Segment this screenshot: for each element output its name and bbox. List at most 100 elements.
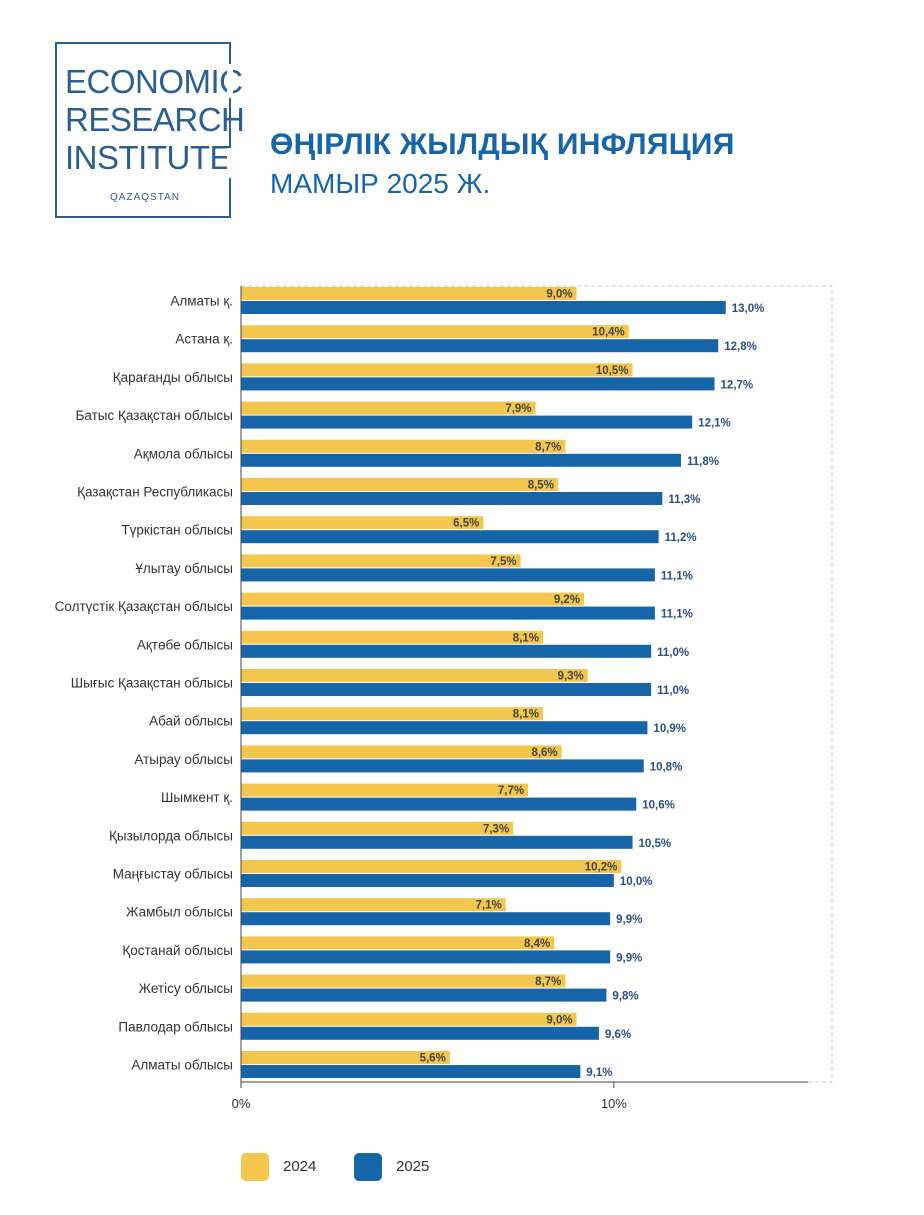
value-labels-group: 9,0% 13,0% 10,4% 12,8% 10,5% 12,7% 7,9% 12,1% 8,…	[420, 289, 765, 1080]
value-label-2024: 8,5%	[528, 480, 554, 492]
page-subtitle: МАМЫР 2025 Ж.	[270, 168, 491, 199]
bar-2025	[241, 988, 607, 1002]
category-label: Шығыс Қазақстан облысы	[71, 676, 233, 691]
category-label: Батыс Қазақстан облысы	[76, 408, 233, 423]
category-label: Жетісу облысы	[139, 981, 233, 996]
value-label-2025: 11,1%	[661, 609, 693, 621]
bar-2025	[241, 759, 644, 773]
category-label: Қарағанды облысы	[113, 370, 233, 385]
value-label-2025: 12,8%	[724, 341, 757, 353]
logo-subtitle: QAZAQSTAN	[110, 192, 180, 203]
bar-2024	[241, 363, 633, 377]
logo-frame-gap-bottom	[227, 148, 233, 178]
value-label-2025: 11,0%	[657, 685, 689, 697]
bars-group	[241, 287, 726, 1078]
bar-2024	[241, 936, 555, 950]
category-label: Атырау облысы	[134, 752, 233, 767]
value-label-2025: 9,8%	[612, 991, 638, 1003]
category-label: Ақтөбе облысы	[137, 637, 233, 652]
category-label: Түркістан облысы	[121, 523, 233, 538]
bar-2025	[241, 453, 681, 467]
value-label-2024: 8,7%	[535, 976, 561, 988]
category-label: Абай облысы	[149, 714, 233, 729]
bar-2024	[241, 821, 514, 835]
value-label-2024: 8,1%	[513, 709, 539, 721]
legend-label-2025: 2025	[396, 1158, 430, 1175]
value-label-2024: 5,6%	[420, 1053, 446, 1065]
value-label-2025: 9,1%	[586, 1067, 612, 1079]
category-label: Павлодар облысы	[118, 1019, 233, 1034]
legend-swatch-2025	[354, 1153, 382, 1181]
bar-2025	[241, 568, 655, 582]
category-label: Қостанай облысы	[122, 943, 233, 958]
bar-2025	[241, 606, 655, 620]
value-label-2024: 8,6%	[531, 747, 557, 759]
bar-2025	[241, 797, 637, 811]
value-label-2025: 11,2%	[665, 532, 697, 544]
logo-frame-gap-top	[227, 64, 233, 98]
value-label-2025: 11,0%	[657, 647, 689, 659]
value-label-2025: 11,8%	[687, 456, 719, 468]
value-label-2024: 10,4%	[592, 327, 625, 339]
value-label-2024: 7,3%	[483, 823, 509, 835]
value-label-2025: 11,1%	[661, 570, 693, 582]
category-label: Қызылорда облысы	[109, 828, 233, 843]
value-label-2025: 10,5%	[639, 838, 672, 850]
category-label: Ақмола облысы	[134, 446, 233, 461]
bar-2025	[241, 415, 693, 429]
bar-2025	[241, 912, 611, 926]
x-tick-label: 10%	[601, 1096, 627, 1111]
x-tick-label: 0%	[232, 1096, 251, 1111]
value-label-2024: 7,9%	[505, 403, 531, 415]
value-label-2024: 8,1%	[513, 632, 539, 644]
x-ticks-group: 0% 10%	[232, 1082, 627, 1111]
bar-2025	[241, 301, 726, 314]
value-label-2025: 9,9%	[616, 952, 642, 964]
bar-2024	[241, 554, 521, 568]
bar-2025	[241, 683, 652, 696]
value-label-2024: 9,0%	[546, 1014, 572, 1026]
legend-swatch-2024	[241, 1153, 269, 1181]
bar-2024	[241, 974, 566, 988]
bar-2025	[241, 950, 611, 964]
logo-line-2: RESEARCH	[65, 101, 245, 138]
value-label-2025: 10,6%	[642, 800, 675, 812]
logo: ECONOMIC RESEARCH INSTITUTE QAZAQSTAN	[55, 42, 245, 218]
value-label-2025: 12,7%	[721, 379, 754, 391]
bar-2025	[241, 644, 652, 658]
category-label: Шымкент қ.	[161, 790, 233, 805]
value-label-2024: 7,1%	[476, 900, 502, 912]
value-label-2025: 10,0%	[620, 876, 653, 888]
bar-2025	[241, 835, 633, 849]
page-title: ӨҢІРЛІК ЖЫЛДЫҚ ИНФЛЯЦИЯ	[270, 128, 735, 161]
logo-line-1: ECONOMIC	[65, 63, 243, 100]
category-label: Жамбыл облысы	[126, 905, 233, 920]
category-label: Солтүстік Қазақстан облысы	[55, 599, 233, 614]
value-label-2025: 13,0%	[732, 303, 765, 315]
bar-2025	[241, 874, 614, 887]
logo-subtitle-gap	[77, 188, 187, 204]
bar-2024	[241, 478, 558, 491]
bar-2024	[241, 1051, 450, 1064]
bar-2024	[241, 630, 544, 644]
value-label-2024: 8,7%	[535, 441, 561, 453]
bar-2024	[241, 745, 562, 759]
bar-2024	[241, 669, 588, 682]
value-label-2025: 10,9%	[653, 723, 686, 735]
value-label-2025: 11,3%	[668, 494, 700, 506]
value-label-2025: 9,9%	[616, 914, 642, 926]
bar-2025	[241, 377, 715, 391]
bar-2025	[241, 530, 659, 544]
bar-2025	[241, 1026, 599, 1040]
value-label-2024: 9,2%	[554, 594, 580, 606]
bar-2024	[241, 592, 585, 606]
value-label-2024: 9,3%	[558, 671, 584, 683]
value-label-2024: 9,0%	[546, 289, 572, 301]
category-label: Астана қ.	[175, 332, 233, 347]
bar-2024	[241, 783, 529, 797]
logo-line-3: INSTITUTE	[65, 139, 232, 176]
bar-2025	[241, 1065, 581, 1078]
bar-2024	[241, 707, 544, 721]
bar-2025	[241, 339, 719, 353]
value-label-2024: 10,5%	[596, 365, 629, 377]
